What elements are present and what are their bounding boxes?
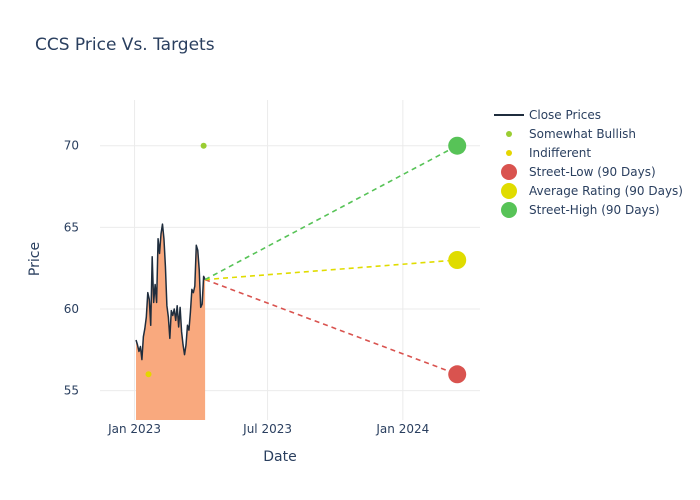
close-price-line bbox=[135, 223, 206, 361]
legend: Close Prices Somewhat Bullish Indifferent S… bbox=[494, 108, 683, 218]
legend-item-label: Street-High (90 Days) bbox=[529, 203, 660, 217]
street-high-90-days-marker bbox=[448, 136, 467, 155]
legend-marker-symbol bbox=[506, 131, 512, 137]
street-high-90-days-line bbox=[204, 145, 458, 281]
legend-marker-symbol bbox=[506, 150, 512, 156]
legend-marker-symbol bbox=[501, 164, 517, 180]
legend-item-label: Street-Low (90 Days) bbox=[529, 165, 656, 179]
x-tick-label: Jan 2023 bbox=[107, 422, 161, 436]
average-rating-90-days-marker bbox=[448, 251, 467, 269]
x-axis-ticks: Jan 2023 Jul 2023 Jan 2024 bbox=[107, 422, 429, 436]
legend-item-label: Indifferent bbox=[529, 146, 591, 160]
average-rating-90-days-line bbox=[205, 259, 458, 281]
x-tick-label: Jan 2024 bbox=[375, 422, 429, 436]
indifferent-point bbox=[145, 371, 152, 378]
close-price-fill bbox=[136, 224, 206, 420]
legend-marker-symbol bbox=[501, 202, 517, 218]
chart-title: CCS Price Vs. Targets bbox=[35, 35, 215, 55]
x-tick-label: Jul 2023 bbox=[242, 422, 292, 436]
street-low-90-days-marker bbox=[448, 365, 467, 384]
y-axis-ticks: 55 60 65 70 bbox=[64, 139, 79, 398]
y-tick-label: 70 bbox=[64, 139, 79, 153]
x-axis-title: Date bbox=[263, 449, 296, 465]
legend-item-label: Average Rating (90 Days) bbox=[529, 184, 683, 198]
y-axis-title: Price bbox=[27, 242, 43, 276]
legend-item-label: Close Prices bbox=[529, 108, 601, 122]
y-tick-label: 60 bbox=[64, 302, 79, 316]
legend-item-label: Somewhat Bullish bbox=[529, 127, 636, 141]
street-low-90-days-line bbox=[204, 278, 458, 376]
close-price-series bbox=[135, 223, 206, 361]
somewhat-bullish-point bbox=[200, 142, 207, 149]
target-lines bbox=[204, 136, 467, 384]
y-tick-label: 65 bbox=[64, 220, 79, 234]
rating-points bbox=[145, 142, 207, 378]
close-price-area bbox=[136, 224, 206, 420]
legend-marker-symbol bbox=[501, 183, 517, 199]
y-tick-label: 55 bbox=[64, 384, 79, 398]
